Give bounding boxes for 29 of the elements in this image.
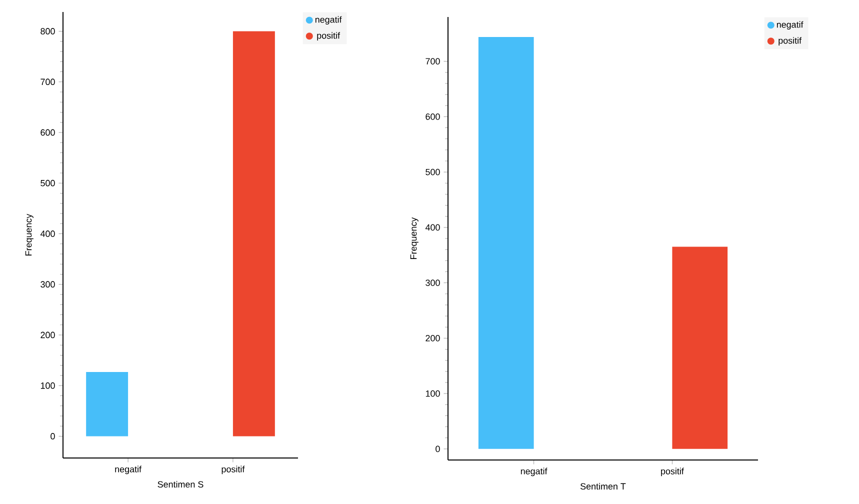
- x-tick-label: positif: [222, 466, 245, 474]
- y-tick-label: 100: [40, 382, 55, 389]
- x-axis-title: Sentimen S: [158, 480, 204, 488]
- y-tick-label: 600: [426, 113, 440, 120]
- y-tick-label: 0: [436, 446, 440, 452]
- x-tick-label: positif: [661, 468, 684, 476]
- y-tick-label: 200: [40, 332, 55, 338]
- y-tick-label: 300: [426, 280, 440, 286]
- y-tick-label: 500: [426, 168, 440, 176]
- y-tick-label: 200: [426, 334, 440, 342]
- y-tick-label: 700: [40, 78, 55, 86]
- legend-label: positif: [317, 32, 340, 41]
- y-tick-label: 100: [426, 390, 440, 397]
- y-tick-label: 800: [40, 28, 55, 34]
- y-tick-label: 400: [40, 230, 55, 237]
- x-axis-title: Sentimen T: [580, 482, 626, 490]
- x-tick-label: negatif: [520, 468, 548, 476]
- legend-label: negatif: [315, 16, 342, 25]
- y-tick-label: 400: [425, 224, 440, 231]
- legend-label: negatif: [776, 21, 804, 30]
- y-tick-label: 0: [50, 433, 55, 440]
- x-tick-label: negatif: [115, 466, 142, 474]
- y-tick-label: 500: [40, 180, 55, 186]
- y-tick-label: 700: [426, 58, 440, 64]
- y-axis-title: Frequency: [25, 214, 34, 256]
- legend-label: positif: [778, 37, 802, 46]
- y-tick-label: 600: [40, 129, 55, 136]
- y-tick-label: 300: [40, 281, 55, 288]
- y-axis-title: Frequency: [410, 217, 418, 259]
